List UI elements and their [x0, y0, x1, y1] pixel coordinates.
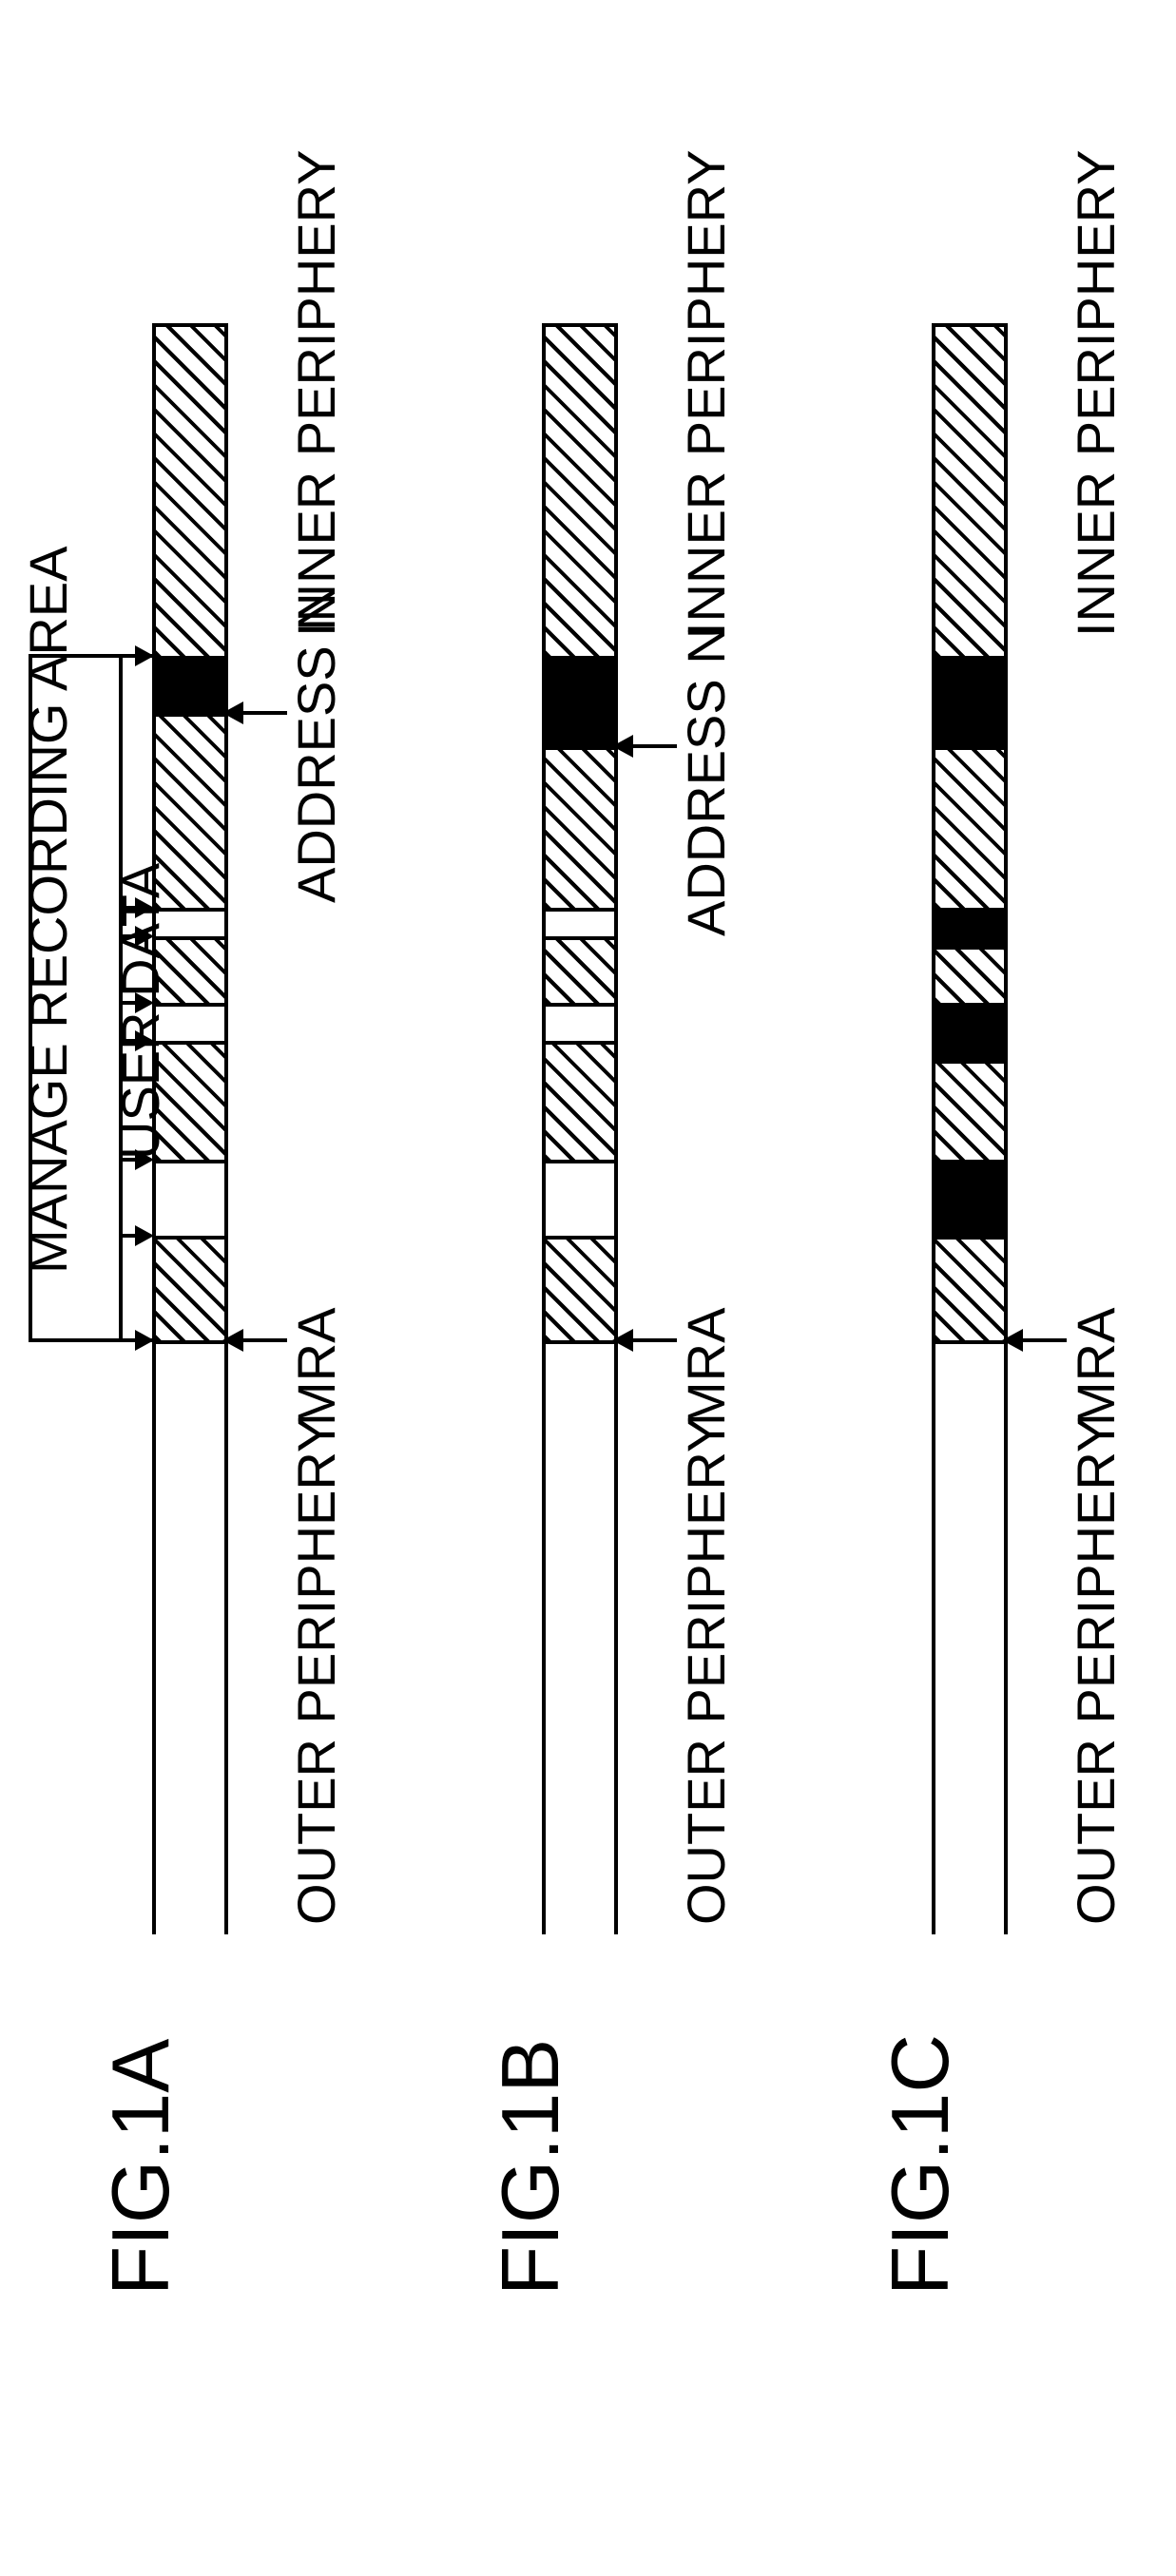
- segment: [935, 912, 1004, 950]
- bracket-tick-arrowhead: [135, 1330, 154, 1351]
- pointer-stem: [240, 711, 287, 715]
- pointer-stem: [1019, 1338, 1067, 1342]
- pointer-arrowhead: [222, 1329, 243, 1352]
- segment: [156, 1240, 224, 1344]
- segment: [156, 660, 224, 717]
- segment: [935, 1240, 1004, 1344]
- segment: [546, 1163, 614, 1240]
- segment: [935, 660, 1004, 750]
- pointer-label: ADDRESS N: [285, 592, 347, 903]
- pointer-stem: [240, 1338, 287, 1342]
- pointer-arrowhead: [222, 702, 243, 724]
- segment: [935, 1163, 1004, 1240]
- pointer-arrowhead: [1002, 1329, 1023, 1352]
- segment: [546, 1344, 614, 1938]
- segment: [546, 750, 614, 912]
- segment: [546, 1045, 614, 1163]
- pointer-arrowhead: [612, 735, 633, 758]
- pointer-label: MRA: [675, 1308, 737, 1426]
- user-data-label: USER DATA: [109, 863, 171, 1160]
- inner-periphery-label: INNER PERIPHERY: [285, 150, 347, 637]
- data-bar-B: [542, 323, 618, 1934]
- segment: [156, 1163, 224, 1240]
- segment: [935, 1344, 1004, 1938]
- inner-periphery-label: INNER PERIPHERY: [1065, 150, 1127, 637]
- figure-label: FIG.1C: [875, 2034, 968, 2296]
- figure-label: FIG.1B: [485, 2039, 578, 2296]
- outer-periphery-label: OUTER PERIPHERY: [675, 1417, 737, 1925]
- segment: [546, 940, 614, 1007]
- segment: [546, 327, 614, 660]
- segment: [546, 1007, 614, 1045]
- pointer-label: MRA: [1065, 1308, 1127, 1426]
- segment: [935, 750, 1004, 912]
- segment: [156, 1344, 224, 1938]
- pointer-stem: [629, 1338, 677, 1342]
- segment: [935, 327, 1004, 660]
- segment: [935, 1007, 1004, 1064]
- manage-recording-area-label: MANAGE RECORDING AREA: [17, 547, 79, 1274]
- segment: [546, 912, 614, 940]
- segment: [546, 1240, 614, 1344]
- inner-periphery-label: INNER PERIPHERY: [675, 150, 737, 637]
- pointer-arrowhead: [612, 1329, 633, 1352]
- outer-periphery-label: OUTER PERIPHERY: [285, 1417, 347, 1925]
- bracket-tick-arrowhead: [135, 645, 154, 666]
- data-bar-C: [932, 323, 1008, 1934]
- figure-label: FIG.1A: [95, 2039, 188, 2296]
- pointer-label: MRA: [285, 1308, 347, 1426]
- bracket-tick-arrowhead: [135, 1225, 154, 1246]
- segment: [935, 1064, 1004, 1163]
- segment: [935, 950, 1004, 1007]
- pointer-label: ADDRESS N: [675, 625, 737, 936]
- pointer-stem: [629, 744, 677, 748]
- segment: [156, 327, 224, 660]
- segment: [546, 660, 614, 750]
- outer-periphery-label: OUTER PERIPHERY: [1065, 1417, 1127, 1925]
